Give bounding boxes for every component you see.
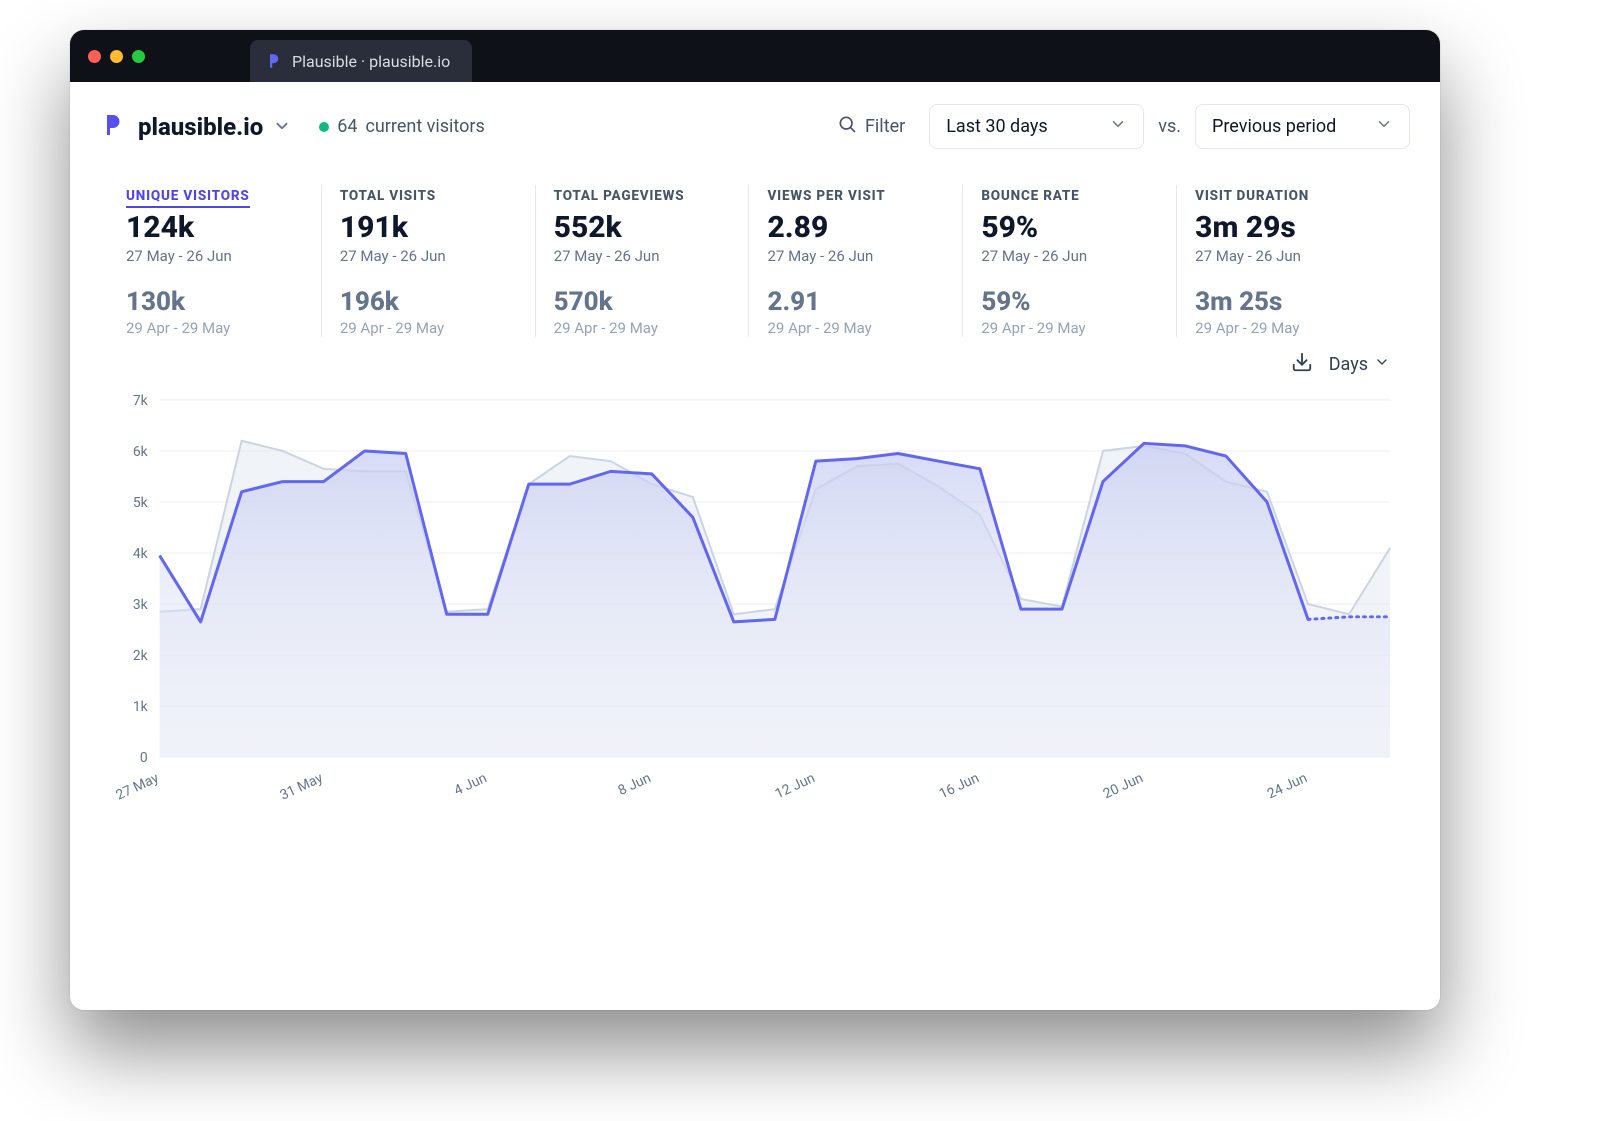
metric-current-value: 3m 29s (1195, 210, 1372, 245)
chevron-down-icon (1374, 354, 1390, 375)
metric-label: TOTAL VISITS (340, 188, 436, 204)
metric-previous-range: 29 Apr - 29 May (340, 319, 517, 337)
current-visitors-count: 64 (337, 116, 357, 137)
metric-previous-value: 59% (981, 287, 1158, 317)
browser-tab[interactable]: Plausible · plausible.io (250, 40, 472, 82)
metric-label: BOUNCE RATE (981, 188, 1079, 204)
metric-previous-range: 29 Apr - 29 May (1195, 319, 1372, 337)
metric-current-value: 2.89 (767, 210, 944, 245)
tab-title: Plausible · plausible.io (292, 52, 450, 71)
plausible-logo-icon (100, 113, 124, 141)
metric-label: UNIQUE VISITORS (126, 188, 250, 208)
metric-current-range: 27 May - 26 Jun (126, 247, 303, 265)
svg-text:1k: 1k (133, 699, 149, 715)
svg-text:7k: 7k (133, 393, 149, 409)
metric-current-value: 191k (340, 210, 517, 245)
metrics-row: UNIQUE VISITORS124k 27 May - 26 Jun 130k 29… (120, 185, 1390, 337)
metric-current-value: 59% (981, 210, 1158, 245)
metric-previous-value: 570k (554, 287, 731, 317)
compare-vs-label: vs. (1158, 116, 1181, 137)
chevron-down-icon (1109, 115, 1127, 138)
live-indicator-icon (319, 122, 329, 132)
svg-text:5k: 5k (133, 495, 149, 511)
current-visitors-label: current visitors (365, 116, 484, 137)
metric-total-pageviews[interactable]: TOTAL PAGEVIEWS 552k 27 May - 26 Jun 570k 29… (535, 185, 749, 337)
interval-select[interactable]: Days (1329, 354, 1390, 375)
compare-period-select[interactable]: Previous period (1195, 104, 1410, 149)
metric-previous-value: 196k (340, 287, 517, 317)
titlebar: Plausible · plausible.io (70, 30, 1440, 82)
close-window-button[interactable] (88, 50, 101, 63)
metric-current-range: 27 May - 26 Jun (767, 247, 944, 265)
metric-views-per-visit[interactable]: VIEWS PER VISIT 2.89 27 May - 26 Jun 2.91 29… (748, 185, 962, 337)
search-icon (837, 114, 857, 139)
metric-previous-value: 130k (126, 287, 303, 317)
app-window: Plausible · plausible.io plausible.io 64… (70, 30, 1440, 1010)
metrics-card: UNIQUE VISITORS124k 27 May - 26 Jun 130k 29… (100, 165, 1410, 386)
filter-button[interactable]: Filter (827, 106, 915, 147)
site-switcher[interactable]: plausible.io (138, 113, 291, 141)
window-controls (88, 50, 145, 63)
metric-previous-value: 2.91 (767, 287, 944, 317)
svg-text:8 Jun: 8 Jun (616, 770, 654, 799)
minimize-window-button[interactable] (110, 50, 123, 63)
metric-label: VISIT DURATION (1195, 188, 1309, 204)
svg-text:16 Jun: 16 Jun (937, 770, 982, 802)
metric-label: TOTAL PAGEVIEWS (554, 188, 685, 204)
plausible-favicon-icon (264, 52, 282, 70)
metric-previous-range: 29 Apr - 29 May (126, 319, 303, 337)
svg-text:2k: 2k (133, 648, 149, 664)
chart-container: 0 1k 2k 3k 4k 5k 6k 7k 27 May 31 May 4 Jun 8 Jun 12 … (100, 390, 1410, 817)
metric-current-range: 27 May - 26 Jun (340, 247, 517, 265)
svg-text:4 Jun: 4 Jun (452, 770, 490, 799)
chevron-down-icon (1375, 115, 1393, 138)
metric-current-value: 124k (126, 210, 303, 245)
metric-total-visits[interactable]: TOTAL VISITS 191k 27 May - 26 Jun 196k 29 Ap… (321, 185, 535, 337)
maximize-window-button[interactable] (132, 50, 145, 63)
chevron-down-icon (273, 113, 291, 141)
svg-text:31 May: 31 May (278, 770, 326, 804)
svg-text:20 Jun: 20 Jun (1101, 770, 1146, 802)
svg-text:12 Jun: 12 Jun (773, 770, 818, 802)
metric-current-value: 552k (554, 210, 731, 245)
date-range-label: Last 30 days (946, 116, 1047, 137)
metric-bounce-rate[interactable]: BOUNCE RATE 59% 27 May - 26 Jun 59% 29 Apr -… (962, 185, 1176, 337)
site-name: plausible.io (138, 113, 263, 141)
svg-text:3k: 3k (133, 597, 149, 613)
current-visitors[interactable]: 64 current visitors (319, 116, 485, 137)
svg-text:6k: 6k (133, 444, 149, 460)
date-range-select[interactable]: Last 30 days (929, 104, 1144, 149)
svg-text:27 May: 27 May (114, 770, 162, 804)
metric-previous-value: 3m 25s (1195, 287, 1372, 317)
metric-current-range: 27 May - 26 Jun (981, 247, 1158, 265)
metric-previous-range: 29 Apr - 29 May (554, 319, 731, 337)
svg-text:4k: 4k (133, 546, 149, 562)
svg-text:0: 0 (140, 750, 148, 766)
metric-visit-duration[interactable]: VISIT DURATION 3m 29s 27 May - 26 Jun 3m 25… (1176, 185, 1390, 337)
metric-current-range: 27 May - 26 Jun (1195, 247, 1372, 265)
metric-label: VIEWS PER VISIT (767, 188, 885, 204)
filter-label: Filter (865, 116, 905, 137)
download-icon[interactable] (1291, 351, 1313, 378)
chart-actions: Days (120, 351, 1390, 378)
metric-current-range: 27 May - 26 Jun (554, 247, 731, 265)
visitors-chart: 0 1k 2k 3k 4k 5k 6k 7k 27 May 31 May 4 Jun 8 Jun 12 … (110, 390, 1400, 807)
metric-previous-range: 29 Apr - 29 May (981, 319, 1158, 337)
metric-unique-visitors[interactable]: UNIQUE VISITORS124k 27 May - 26 Jun 130k 29… (120, 185, 321, 337)
metric-previous-range: 29 Apr - 29 May (767, 319, 944, 337)
compare-period-label: Previous period (1212, 116, 1336, 137)
top-toolbar: plausible.io 64 current visitors Filter … (70, 82, 1440, 159)
svg-text:24 Jun: 24 Jun (1265, 770, 1310, 802)
page-content: plausible.io 64 current visitors Filter … (70, 82, 1440, 1010)
interval-label: Days (1329, 354, 1368, 375)
